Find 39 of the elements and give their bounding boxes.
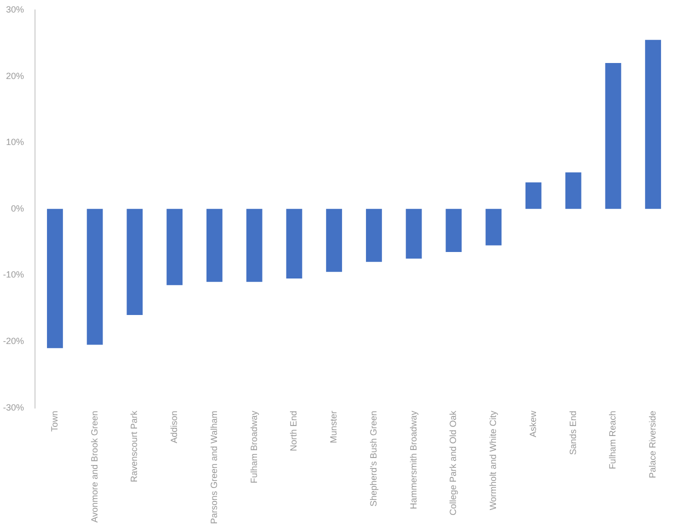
bar [86, 208, 103, 345]
x-tick-label: Palace Riverside [648, 410, 658, 478]
bar [366, 208, 382, 262]
y-tick-label: 10% [6, 137, 24, 148]
x-tick-label: Fulham Reach [608, 410, 618, 470]
bar [605, 63, 622, 209]
x-tick-label: Addison [169, 410, 180, 444]
x-tick-label: North End [288, 410, 299, 452]
y-tick-label: 0% [10, 203, 24, 214]
x-tick-label: Shepherd's Bush Green [368, 410, 378, 507]
y-tick-label: -20% [2, 336, 24, 346]
bar [46, 208, 63, 348]
y-tick-label: -30% [2, 402, 24, 412]
bar [406, 208, 422, 259]
bar [206, 208, 222, 282]
x-tick-label: Parsons Green and Walham [208, 410, 219, 524]
bar [126, 208, 143, 315]
y-tick-label: -10% [2, 270, 24, 280]
bar [486, 208, 502, 246]
x-tick-label: Hammersmith Broadway [408, 410, 418, 510]
x-tick-label: Avonmore and Brook Green [89, 410, 100, 523]
x-tick-label: Askew [528, 410, 538, 438]
x-tick-label: Town [49, 410, 60, 432]
bar [326, 208, 342, 272]
x-tick-label: Wormholt and White City [488, 410, 498, 510]
bar [286, 208, 302, 278]
y-tick-label: 30% [6, 4, 24, 14]
x-tick-label: Ravenscourt Park [129, 410, 140, 482]
bar [525, 182, 542, 209]
bar [446, 208, 462, 252]
bar [645, 40, 662, 209]
bar [246, 208, 262, 282]
x-tick-label: Munster [328, 410, 339, 444]
bar [565, 172, 582, 209]
x-tick-label: Sands End [568, 410, 578, 455]
x-tick-label: Fulham Broadway [248, 410, 259, 484]
bar [166, 208, 183, 286]
y-tick-label: 20% [6, 70, 24, 81]
x-tick-label: College Park and Old Oak [448, 410, 458, 516]
